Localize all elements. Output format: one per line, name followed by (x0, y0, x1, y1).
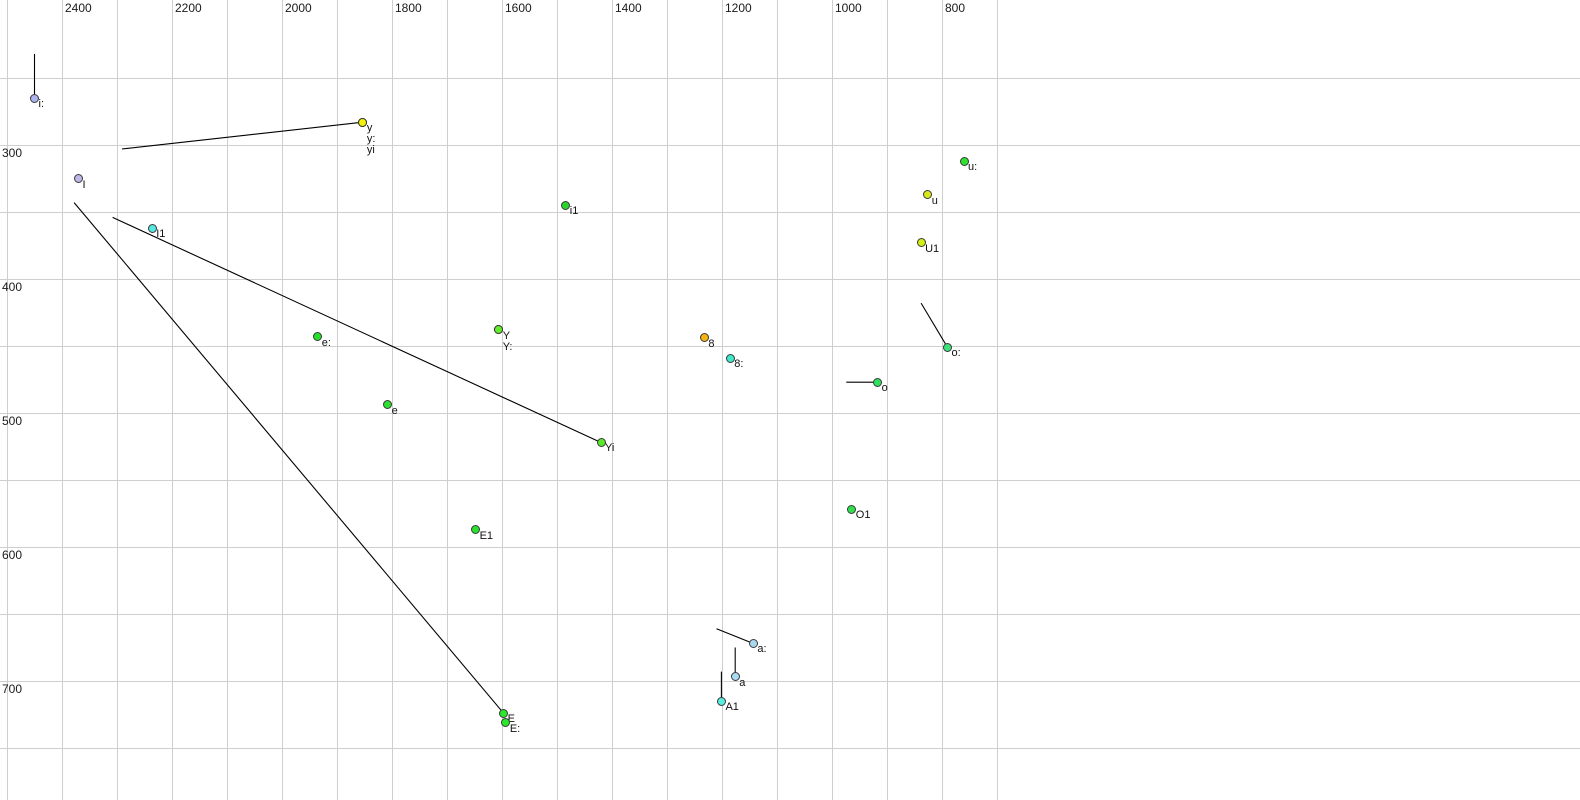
x-gridline (997, 0, 998, 800)
x-tick-label: 2000 (285, 1, 312, 15)
data-point[interactable] (30, 93, 39, 103)
data-point-label: e (391, 404, 398, 417)
data-point-label: a (739, 676, 746, 689)
data-point[interactable] (471, 525, 481, 535)
data-point-label: Yi (605, 442, 615, 455)
x-gridline (502, 0, 503, 800)
x-gridline (62, 0, 63, 800)
x-tick-label: 1400 (615, 1, 642, 15)
data-point[interactable] (923, 190, 933, 200)
data-point-label: i1 (569, 205, 579, 218)
x-gridline (777, 0, 778, 800)
data-point-label: y: (366, 133, 376, 146)
y-gridline (0, 547, 1580, 548)
x-gridline (337, 0, 338, 800)
data-point-label: yi (366, 144, 375, 157)
y-gridline (0, 681, 1580, 682)
y-gridline (0, 748, 1580, 749)
y-tick-label: 600 (2, 548, 23, 562)
y-tick-label: 500 (2, 414, 23, 428)
data-point[interactable] (74, 174, 83, 183)
data-point-label: o (881, 382, 888, 395)
data-point-label: O1 (855, 509, 871, 522)
data-point-label: Y (502, 329, 511, 342)
data-point-label: U1 (925, 242, 940, 255)
x-gridline (832, 0, 833, 800)
x-gridline (722, 0, 723, 800)
y-gridline (0, 145, 1580, 146)
data-point[interactable] (873, 377, 883, 387)
data-point[interactable] (699, 333, 709, 343)
data-point-label: E (507, 713, 515, 726)
data-point-label: Y: (502, 340, 513, 353)
y-gridline (0, 78, 1580, 79)
data-point-label: y (366, 122, 373, 135)
x-tick-label: 1600 (505, 1, 532, 15)
data-point-label: I (82, 178, 86, 191)
x-gridline (172, 0, 173, 800)
data-point-label: E1 (479, 529, 494, 542)
data-point[interactable] (561, 200, 571, 210)
x-tick-label: 800 (945, 1, 966, 15)
data-point[interactable] (147, 223, 157, 233)
y-gridline (0, 614, 1580, 615)
data-point-label: e: (321, 336, 331, 349)
data-point[interactable] (943, 342, 952, 352)
x-gridline (612, 0, 613, 800)
data-point-label: o: (951, 347, 961, 360)
data-point[interactable] (499, 708, 509, 718)
y-gridline (0, 212, 1580, 213)
y-gridline (0, 413, 1580, 414)
x-gridline (667, 0, 668, 800)
x-tick-label: 1800 (395, 1, 422, 15)
x-gridline (942, 0, 943, 800)
data-point[interactable] (748, 638, 758, 648)
x-gridline (392, 0, 393, 800)
data-point[interactable] (959, 156, 969, 166)
x-tick-label: 1000 (835, 1, 862, 15)
x-gridline (282, 0, 283, 800)
x-gridline (447, 0, 448, 800)
x-gridline (227, 0, 228, 800)
x-gridline (887, 0, 888, 800)
data-point-label: I1 (156, 228, 166, 241)
data-point[interactable] (596, 437, 606, 447)
data-point-label: u (931, 194, 938, 207)
data-point-label: E: (509, 722, 521, 735)
data-point[interactable] (847, 504, 857, 514)
y-gridline (0, 279, 1580, 280)
data-point[interactable] (383, 400, 393, 410)
data-point[interactable] (313, 332, 323, 342)
x-gridline (7, 0, 8, 800)
data-point[interactable] (358, 117, 368, 127)
data-point-label: u: (968, 161, 978, 174)
y-gridline (0, 480, 1580, 481)
data-point[interactable] (916, 238, 926, 248)
y-tick-label: 300 (2, 146, 23, 160)
x-tick-label: 2400 (65, 1, 92, 15)
x-gridline (117, 0, 118, 800)
x-gridline (557, 0, 558, 800)
data-point-label: A1 (725, 701, 739, 714)
data-point-label: a: (757, 643, 767, 656)
trajectory-line (920, 302, 948, 348)
data-point[interactable] (501, 718, 511, 728)
data-point[interactable] (725, 353, 735, 363)
x-tick-label: 1200 (725, 1, 752, 15)
data-point[interactable] (494, 325, 504, 335)
trajectory-line (112, 216, 602, 443)
y-gridline (0, 346, 1580, 347)
x-tick-label: 2200 (175, 1, 202, 15)
data-point[interactable] (730, 672, 740, 682)
data-point-label: 8: (734, 358, 744, 371)
data-point-label: 8 (708, 337, 715, 350)
data-point-label: i: (38, 98, 45, 111)
y-tick-label: 400 (2, 280, 23, 294)
y-tick-label: 700 (2, 682, 23, 696)
data-point[interactable] (716, 696, 726, 706)
